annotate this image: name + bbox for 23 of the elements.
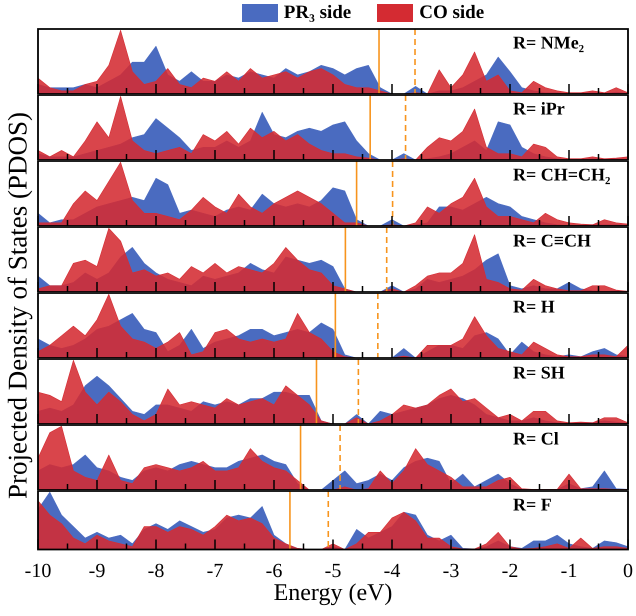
x-tick-label: -1 — [560, 560, 578, 582]
x-tick-label: -4 — [384, 560, 400, 582]
x-tick-label: -10 — [24, 560, 52, 582]
x-tick-label: 0 — [623, 560, 633, 582]
legend-label: PR₃ side — [284, 2, 352, 24]
annotation: R= Cl — [512, 428, 559, 449]
x-tick-label: -2 — [502, 560, 518, 582]
annotation: R= NMe₂ — [512, 32, 584, 53]
x-tick-label: -7 — [206, 560, 224, 582]
x-axis-title: Energy (eV) — [274, 580, 392, 606]
x-tick-label: -3 — [442, 560, 460, 582]
x-tick-label: -5 — [324, 560, 342, 582]
annotation: R= H — [512, 296, 555, 317]
annotation: R= iPr — [512, 98, 565, 119]
annotation: R= SH — [512, 362, 565, 383]
x-tick-label: -8 — [148, 560, 164, 582]
annotation: R= F — [512, 494, 552, 515]
y-axis-title: Projected Density of States (PDOS) — [2, 112, 32, 499]
x-tick-label: -9 — [88, 560, 106, 582]
annotation: R= CH=CH₂ — [512, 164, 610, 185]
legend-label: CO side — [419, 2, 484, 24]
annotation: R= C≡CH — [512, 230, 591, 251]
x-tick-label: -6 — [266, 560, 282, 582]
